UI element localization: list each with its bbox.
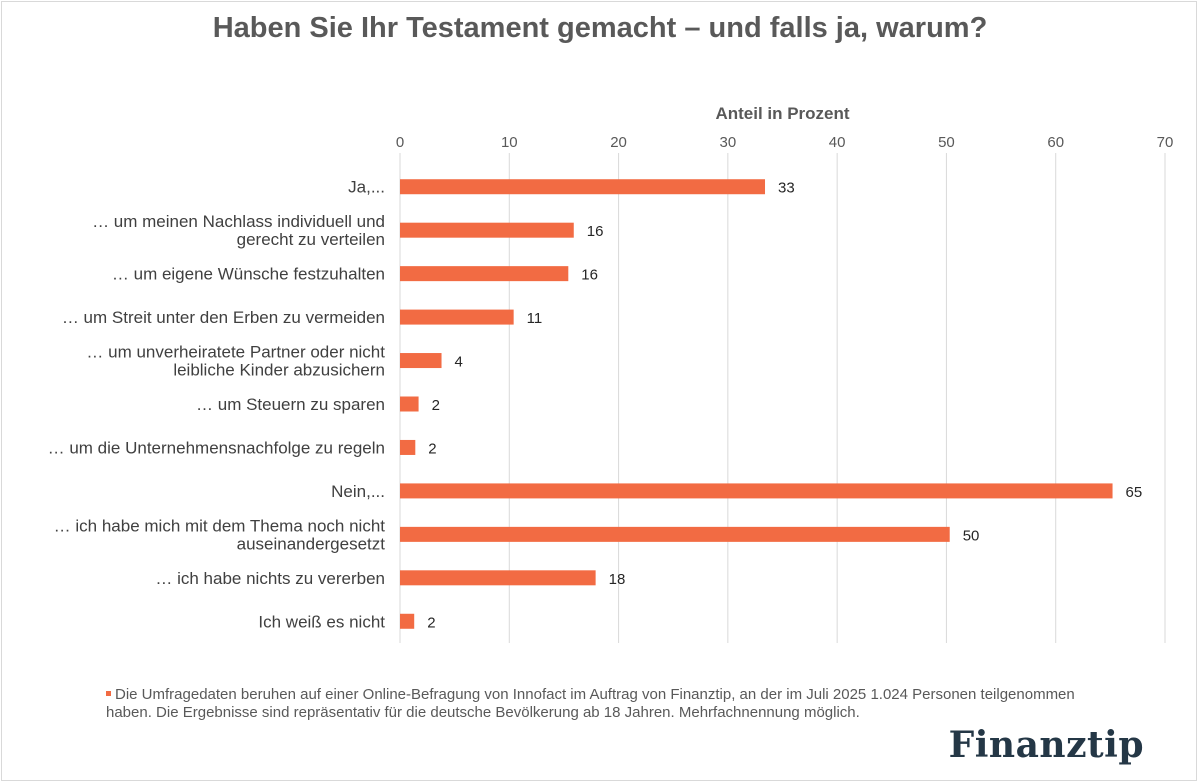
category-label: … um unverheiratete Partner oder nicht <box>86 343 385 362</box>
category-label: leibliche Kinder abzusichern <box>173 361 385 380</box>
x-tick-label: 70 <box>1157 134 1174 151</box>
data-label: 50 <box>963 527 980 544</box>
x-tick-label: 50 <box>938 134 955 151</box>
x-tick-label: 20 <box>610 134 627 151</box>
data-label: 2 <box>427 614 435 631</box>
data-label: 18 <box>609 571 626 588</box>
category-label: auseinandergesetzt <box>237 534 386 553</box>
bar <box>400 353 442 369</box>
x-axis-title: Anteil in Prozent <box>715 104 849 123</box>
chart-title: Haben Sie Ihr Testament gemacht – und fa… <box>212 12 988 44</box>
x-tick-label: 40 <box>829 134 846 151</box>
data-label: 11 <box>527 310 543 327</box>
category-label: gerecht zu verteilen <box>237 230 385 249</box>
finanztip-logo: Finanztip <box>948 724 1144 766</box>
category-label: … um die Unternehmensnachfolge zu regeln <box>48 438 385 457</box>
data-label: 2 <box>428 440 436 457</box>
x-tick-label: 30 <box>720 134 737 151</box>
category-label: Nein,... <box>331 482 385 501</box>
category-label: … ich habe mich mit dem Thema noch nicht <box>54 516 386 535</box>
data-label: 16 <box>581 267 598 284</box>
footnote-marker <box>106 690 111 696</box>
bar <box>400 439 416 455</box>
bar <box>400 396 419 412</box>
category-label: … um eigene Wünsche festzuhalten <box>112 265 385 284</box>
x-tick-label: 0 <box>396 134 404 151</box>
bar <box>400 570 596 586</box>
data-label: 2 <box>432 397 440 414</box>
bar <box>400 526 950 542</box>
data-label: 4 <box>455 354 463 371</box>
x-tick-label: 10 <box>501 134 518 151</box>
category-label: Ich weiß es nicht <box>258 612 385 631</box>
bar <box>400 222 574 238</box>
data-label: 16 <box>587 223 604 240</box>
bar <box>400 266 569 282</box>
bar <box>400 613 415 629</box>
footnote: Die Umfragedaten beruhen auf einer Onlin… <box>106 686 1106 722</box>
category-label: … ich habe nichts zu vererben <box>155 569 385 588</box>
category-label: … um meinen Nachlass individuell und <box>92 212 385 231</box>
bar <box>400 309 514 325</box>
category-label: … um Streit unter den Erben zu vermeiden <box>62 308 385 327</box>
x-tick-label: 60 <box>1047 134 1064 151</box>
category-label: … um Steuern zu sparen <box>196 395 385 414</box>
bar <box>400 483 1113 499</box>
data-label: 65 <box>1126 484 1143 501</box>
footnote-text: Die Umfragedaten beruhen auf einer Onlin… <box>106 686 1075 721</box>
bar <box>400 179 766 195</box>
data-label: 33 <box>778 180 795 197</box>
category-label: Ja,... <box>348 178 385 197</box>
